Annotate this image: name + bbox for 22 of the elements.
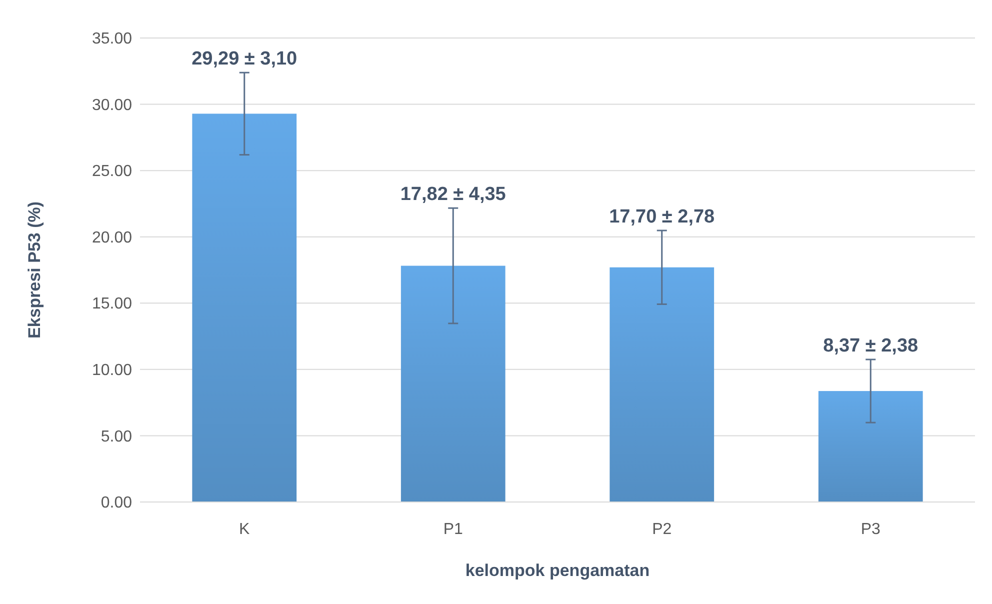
bar (818, 391, 923, 502)
y-tick-label: 5.00 (100, 428, 132, 446)
y-tick-label: 30.00 (92, 96, 132, 114)
y-axis-title: Ekspresi P53 (%) (25, 201, 44, 339)
y-tick-label: 0.00 (100, 494, 132, 512)
bar (400, 266, 506, 502)
x-tick-label: P3 (860, 521, 881, 538)
y-tick-label: 35.00 (92, 30, 132, 48)
data-label: 8,37 ± 2,38 (823, 335, 918, 356)
bar (610, 267, 714, 502)
x-tick-label: P2 (652, 521, 672, 538)
bar (192, 114, 297, 502)
x-tick-label: K (239, 521, 250, 538)
data-label: 17,70 ± 2,78 (609, 206, 715, 228)
y-tick-label: 25.00 (92, 163, 132, 180)
data-label: 17,82 ± 4,35 (400, 184, 506, 206)
y-tick-label: 10.00 (92, 362, 132, 380)
x-axis-title: kelompok pengamatan (465, 561, 650, 580)
x-tick-label: P1 (443, 521, 464, 538)
y-tick-label: 15.00 (92, 296, 132, 313)
data-label: 29,29 ± 3,10 (192, 48, 298, 70)
y-tick-label: 20.00 (92, 229, 132, 246)
